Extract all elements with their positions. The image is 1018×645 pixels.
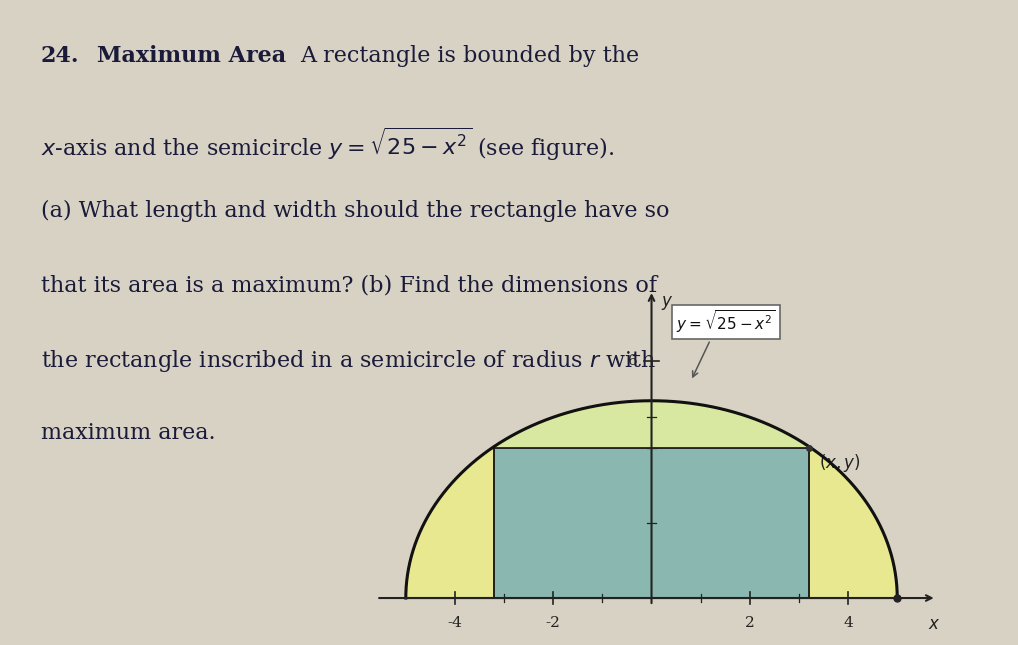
Text: the rectangle inscribed in a semicircle of radius $r$ with: the rectangle inscribed in a semicircle …	[41, 348, 656, 374]
Text: -2: -2	[546, 616, 561, 630]
Polygon shape	[495, 401, 808, 448]
Text: 24.: 24.	[41, 45, 79, 67]
Text: that its area is a maximum? (b) Find the dimensions of: that its area is a maximum? (b) Find the…	[41, 274, 657, 296]
Text: 6: 6	[628, 354, 637, 368]
Text: 2: 2	[745, 616, 754, 630]
Text: A rectangle is bounded by the: A rectangle is bounded by the	[300, 45, 639, 67]
Polygon shape	[406, 401, 897, 598]
Text: -4: -4	[448, 616, 462, 630]
Text: $y$: $y$	[662, 294, 674, 312]
Text: $x$-axis and the semicircle $y = \sqrt{25 - x^2}$ (see figure).: $x$-axis and the semicircle $y = \sqrt{2…	[41, 126, 614, 163]
Text: $y = \sqrt{25 - x^2}$: $y = \sqrt{25 - x^2}$	[676, 308, 776, 335]
Text: $(x, y)$: $(x, y)$	[818, 452, 860, 474]
Text: $x$: $x$	[927, 616, 941, 633]
Text: Maximum Area: Maximum Area	[97, 45, 286, 67]
Text: maximum area.: maximum area.	[41, 422, 216, 444]
Text: 4: 4	[843, 616, 853, 630]
Polygon shape	[495, 448, 808, 598]
Text: (a) What length and width should the rectangle have so: (a) What length and width should the rec…	[41, 200, 669, 222]
